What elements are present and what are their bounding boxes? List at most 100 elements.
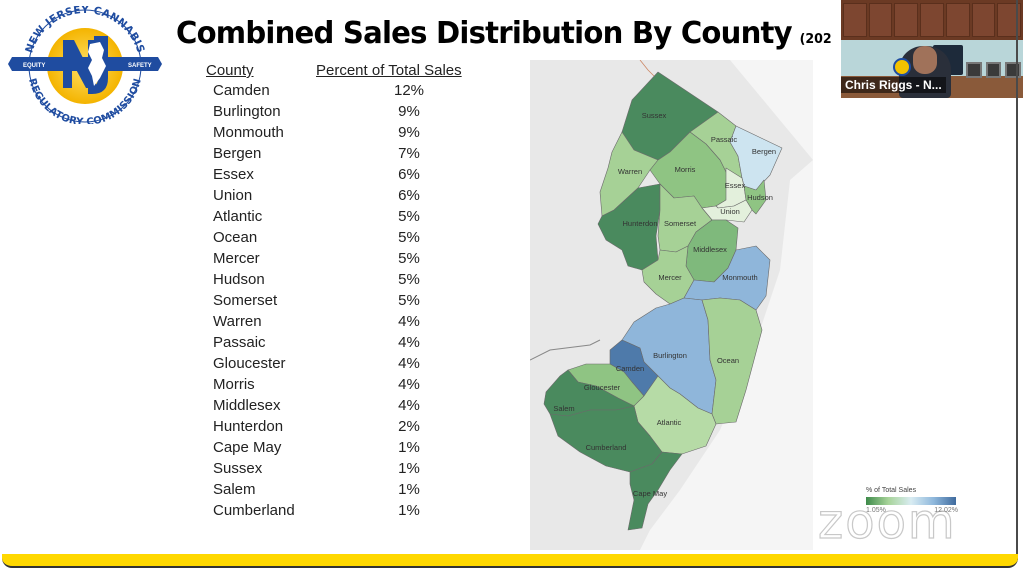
table-row: Morris 4% — [206, 374, 476, 395]
county-name: Cumberland — [213, 502, 295, 519]
county-name: Salem — [213, 481, 256, 498]
label-ocean: Ocean — [717, 356, 739, 365]
label-sussex: Sussex — [642, 111, 667, 120]
county-percent: 5% — [398, 208, 420, 225]
label-cumberland: Cumberland — [586, 443, 627, 452]
county-percent: 5% — [398, 250, 420, 267]
label-camden: Camden — [616, 364, 644, 373]
county-name: Monmouth — [213, 124, 284, 141]
county-percent: 1% — [398, 502, 420, 519]
county-percent: 4% — [398, 334, 420, 351]
table-row: Hunterdon 2% — [206, 416, 476, 437]
county-percent: 6% — [398, 166, 420, 183]
county-cumberland — [549, 405, 663, 473]
legend-ticks: 1.05% 12.02% — [866, 507, 958, 514]
county-cape-may — [627, 451, 683, 531]
table-row: Salem 1% — [206, 479, 476, 500]
nj-badge-icon — [893, 58, 911, 76]
legend-gradient-bar — [866, 497, 956, 505]
county-percent: 9% — [398, 124, 420, 141]
legend-title: % of Total Sales — [866, 487, 917, 494]
county-name: Sussex — [213, 460, 263, 477]
table-row: Warren 4% — [206, 311, 476, 332]
legend-min: 1.05% — [866, 507, 886, 514]
label-monmouth: Monmouth — [722, 273, 757, 282]
county-name: Gloucester — [213, 355, 286, 372]
county-name: Hudson — [213, 271, 265, 288]
county-percent: 4% — [398, 397, 420, 414]
label-burlington: Burlington — [653, 351, 687, 360]
county-percent: 4% — [398, 313, 420, 330]
table-row: Gloucester 4% — [206, 353, 476, 374]
county-name: Cape May — [213, 439, 282, 456]
table-row: Atlantic 5% — [206, 206, 476, 227]
county-mercer — [641, 245, 695, 305]
slide-title: Combined Sales Distribution By County (20… — [176, 16, 832, 51]
table-row: Hudson 5% — [206, 269, 476, 290]
header-county: County — [206, 62, 254, 79]
table-row: Essex 6% — [206, 164, 476, 185]
label-atlantic: Atlantic — [657, 418, 682, 427]
county-name: Ocean — [213, 229, 258, 246]
county-percent: 4% — [398, 355, 420, 372]
county-percent: 4% — [398, 376, 420, 393]
table-row: Sussex 1% — [206, 458, 476, 479]
label-union: Union — [720, 207, 740, 216]
label-gloucester: Gloucester — [584, 383, 621, 392]
label-mercer: Mercer — [658, 273, 682, 282]
table-row: Burlington 9% — [206, 101, 476, 122]
label-essex: Essex — [725, 181, 746, 190]
county-name: Bergen — [213, 145, 262, 162]
table-row: Mercer 5% — [206, 248, 476, 269]
table-row: Union 6% — [206, 185, 476, 206]
legend-max: 12.02% — [934, 507, 958, 514]
table-row: Monmouth 9% — [206, 122, 476, 143]
header-percent: Percent of Total Sales — [316, 62, 462, 79]
county-name: Hunterdon — [213, 418, 284, 435]
county-name: Union — [213, 187, 253, 204]
map-legend: % of Total Sales 1.05% 12.02% — [866, 487, 966, 514]
slide-title-year: (202 — [799, 32, 832, 47]
label-hudson: Hudson — [747, 193, 773, 202]
table-row: Camden 12% — [206, 80, 476, 101]
county-percent: 5% — [398, 271, 420, 288]
county-name: Mercer — [213, 250, 260, 267]
logo-safety-text: SAFETY — [128, 63, 152, 69]
label-bergen: Bergen — [752, 147, 776, 156]
njcrc-logo: EQUITY SAFETY NEW JERSEY CANNABIS REGULA… — [8, 4, 162, 128]
county-name: Atlantic — [213, 208, 263, 225]
slide-title-text: Combined Sales Distribution By County — [176, 16, 793, 51]
county-name: Middlesex — [213, 397, 281, 414]
slide-bottom-accent-bar — [2, 554, 1018, 568]
county-percent: 2% — [398, 418, 420, 435]
county-name: Somerset — [213, 292, 278, 309]
table-row: Ocean 5% — [206, 227, 476, 248]
logo-equity-text: EQUITY — [23, 63, 45, 69]
county-name: Passaic — [213, 334, 266, 351]
county-percent: 1% — [398, 481, 420, 498]
label-salem: Salem — [553, 404, 574, 413]
table-row: Cape May 1% — [206, 437, 476, 458]
label-middlesex: Middlesex — [693, 245, 727, 254]
county-ocean — [701, 297, 763, 425]
table-row: Bergen 7% — [206, 143, 476, 164]
county-percent: 1% — [398, 460, 420, 477]
label-hunterdon: Hunterdon — [622, 219, 657, 228]
participant-name: Chris Riggs - N... — [841, 77, 946, 93]
table-row: Cumberland 1% — [206, 500, 476, 521]
table-row: Middlesex 4% — [206, 395, 476, 416]
table-header: County Percent of Total Sales — [206, 62, 476, 80]
label-passaic: Passaic — [711, 135, 738, 144]
table-row: Somerset 5% — [206, 290, 476, 311]
county-percent: 1% — [398, 439, 420, 456]
county-name: Camden — [213, 82, 270, 99]
county-name: Morris — [213, 376, 255, 393]
slide-right-border — [1016, 0, 1018, 560]
county-percent: 6% — [398, 187, 420, 204]
county-percent: 5% — [398, 292, 420, 309]
label-cape-may: Cape May — [633, 489, 667, 498]
speaker-video-tile[interactable]: Chris Riggs - N... — [841, 0, 1023, 98]
county-name: Essex — [213, 166, 254, 183]
label-warren: Warren — [618, 167, 642, 176]
